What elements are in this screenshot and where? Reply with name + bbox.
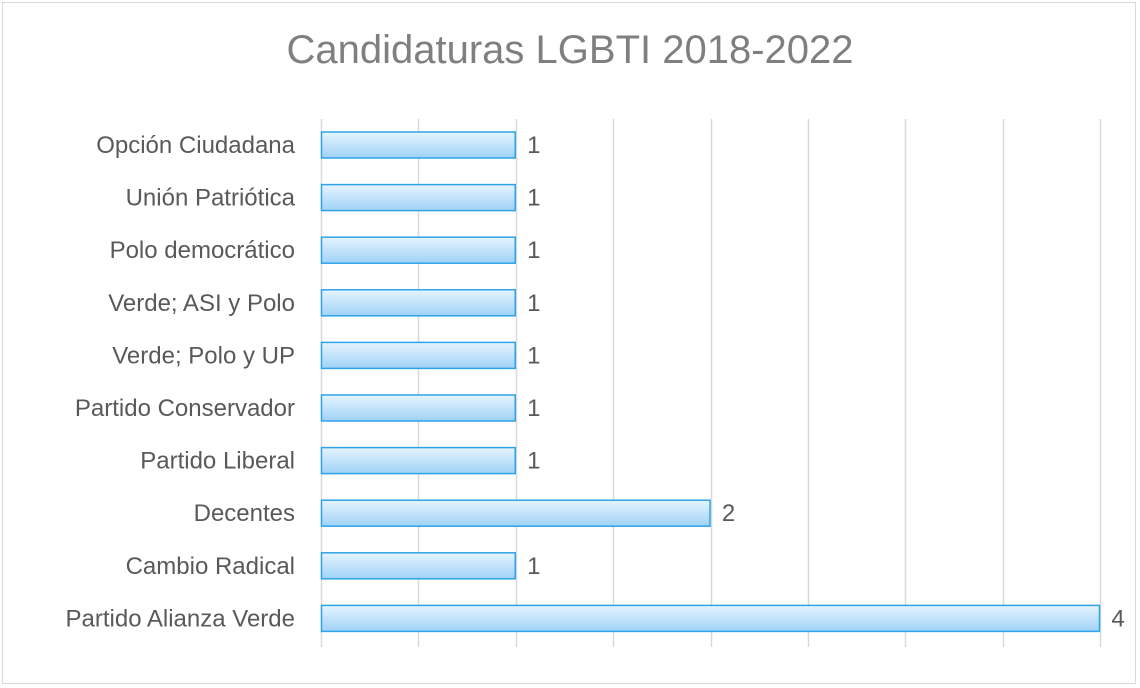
category-label: Verde; Polo y UP (112, 342, 295, 369)
data-label: 1 (527, 132, 540, 159)
category-label: Cambio Radical (126, 553, 295, 580)
bar (320, 446, 516, 475)
category-label: Unión Patriótica (126, 185, 296, 212)
chart-title: Candidaturas LGBTI 2018-2022 (286, 28, 854, 72)
bars (320, 131, 1101, 633)
data-label: 1 (527, 237, 540, 264)
bar (320, 604, 1101, 633)
bar (320, 552, 516, 580)
data-label: 1 (527, 290, 540, 317)
data-label: 2 (722, 500, 735, 527)
category-label: Partido Conservador (75, 395, 295, 422)
category-label: Opción Ciudadana (96, 132, 295, 159)
category-label: Decentes (194, 500, 295, 527)
data-label: 4 (1111, 605, 1124, 632)
data-label: 1 (527, 448, 540, 475)
data-label: 1 (527, 185, 540, 212)
bar (320, 341, 516, 370)
category-label: Partido Alianza Verde (66, 605, 296, 632)
bar (320, 236, 516, 264)
category-labels: Opción Ciudadana Unión Patriótica Polo dem… (66, 132, 296, 632)
bar (320, 289, 516, 317)
bar (320, 499, 711, 527)
category-label: Polo democrático (110, 237, 295, 264)
category-label: Verde; ASI y Polo (108, 290, 295, 317)
category-label: Partido Liberal (140, 448, 295, 475)
bar (320, 183, 516, 212)
data-label: 1 (527, 553, 540, 580)
data-label: 1 (527, 395, 540, 422)
data-labels: 1 1 1 1 1 1 1 2 1 4 (527, 132, 1125, 632)
data-label: 1 (527, 342, 540, 369)
bar (320, 394, 516, 422)
bar (320, 131, 516, 159)
